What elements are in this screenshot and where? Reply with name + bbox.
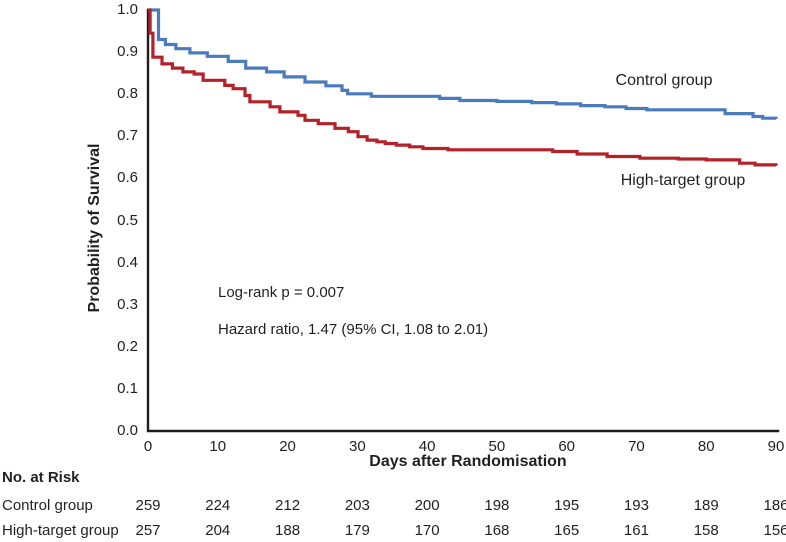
risk-row-label-high-target: High-target group [2, 522, 119, 539]
curve-label-control-group: Control group [615, 72, 713, 89]
risk-value: 168 [484, 522, 510, 539]
risk-value: 179 [344, 522, 370, 539]
hazard-ratio-annotation: Hazard ratio, 1.47 (95% CI, 1.08 to 2.01… [218, 321, 489, 338]
risk-value: 259 [135, 497, 161, 514]
survival-curve-high-target [148, 8, 778, 167]
y-tick-label: 0.8 [117, 85, 138, 103]
x-tick-label: 30 [348, 438, 366, 455]
y-tick-label: 0.4 [117, 253, 138, 271]
risk-value: 204 [205, 522, 231, 539]
risk-value: 170 [414, 522, 440, 539]
survival-curve-control [148, 8, 778, 120]
risk-value: 200 [414, 497, 440, 514]
y-tick-label: 0.7 [117, 127, 138, 145]
x-axis-title: Days after Randomisation [369, 453, 567, 470]
y-tick-label: 0.5 [117, 211, 138, 229]
risk-value: 188 [275, 522, 301, 539]
y-tick-label: 0.6 [117, 169, 138, 187]
x-tick-label: 50 [488, 438, 506, 455]
risk-value: 203 [344, 497, 370, 514]
log-rank-annotation: Log-rank p = 0.007 [218, 284, 345, 301]
x-tick-label: 0 [143, 438, 153, 455]
x-tick-label: 20 [279, 438, 296, 455]
risk-value: 224 [205, 497, 231, 514]
x-tick-label: 60 [558, 438, 575, 455]
y-tick-label: 0.3 [117, 295, 138, 313]
curve-label-high-target-group: High-target group [620, 172, 746, 189]
risk-value: 198 [484, 497, 510, 514]
risk-row-label-control: Control group [2, 497, 93, 514]
axes [146, 8, 780, 433]
x-tick-label: 80 [697, 438, 715, 455]
risk-value: 165 [554, 522, 580, 539]
risk-value: 257 [135, 522, 161, 539]
risk-value: 186 [763, 497, 786, 514]
risk-value: 193 [623, 497, 649, 514]
risk-value: 161 [623, 522, 649, 539]
risk-value: 156 [763, 522, 786, 539]
risk-value: 158 [693, 522, 719, 539]
x-tick-label: 40 [418, 438, 436, 455]
y-tick-label: 0.0 [117, 422, 138, 439]
risk-value: 195 [554, 497, 580, 514]
risk-value: 189 [693, 497, 719, 514]
y-tick-label: 0.2 [117, 337, 138, 355]
x-tick-label: 90 [767, 438, 785, 455]
x-tick-label: 70 [628, 438, 645, 455]
y-tick-label: 0.1 [117, 379, 138, 397]
y-tick-label: 1.0 [117, 1, 138, 18]
y-tick-label: 0.9 [117, 43, 138, 61]
risk-table-header: No. at Risk [2, 469, 80, 486]
x-tick-label: 10 [209, 438, 227, 455]
risk-value: 212 [275, 497, 301, 514]
